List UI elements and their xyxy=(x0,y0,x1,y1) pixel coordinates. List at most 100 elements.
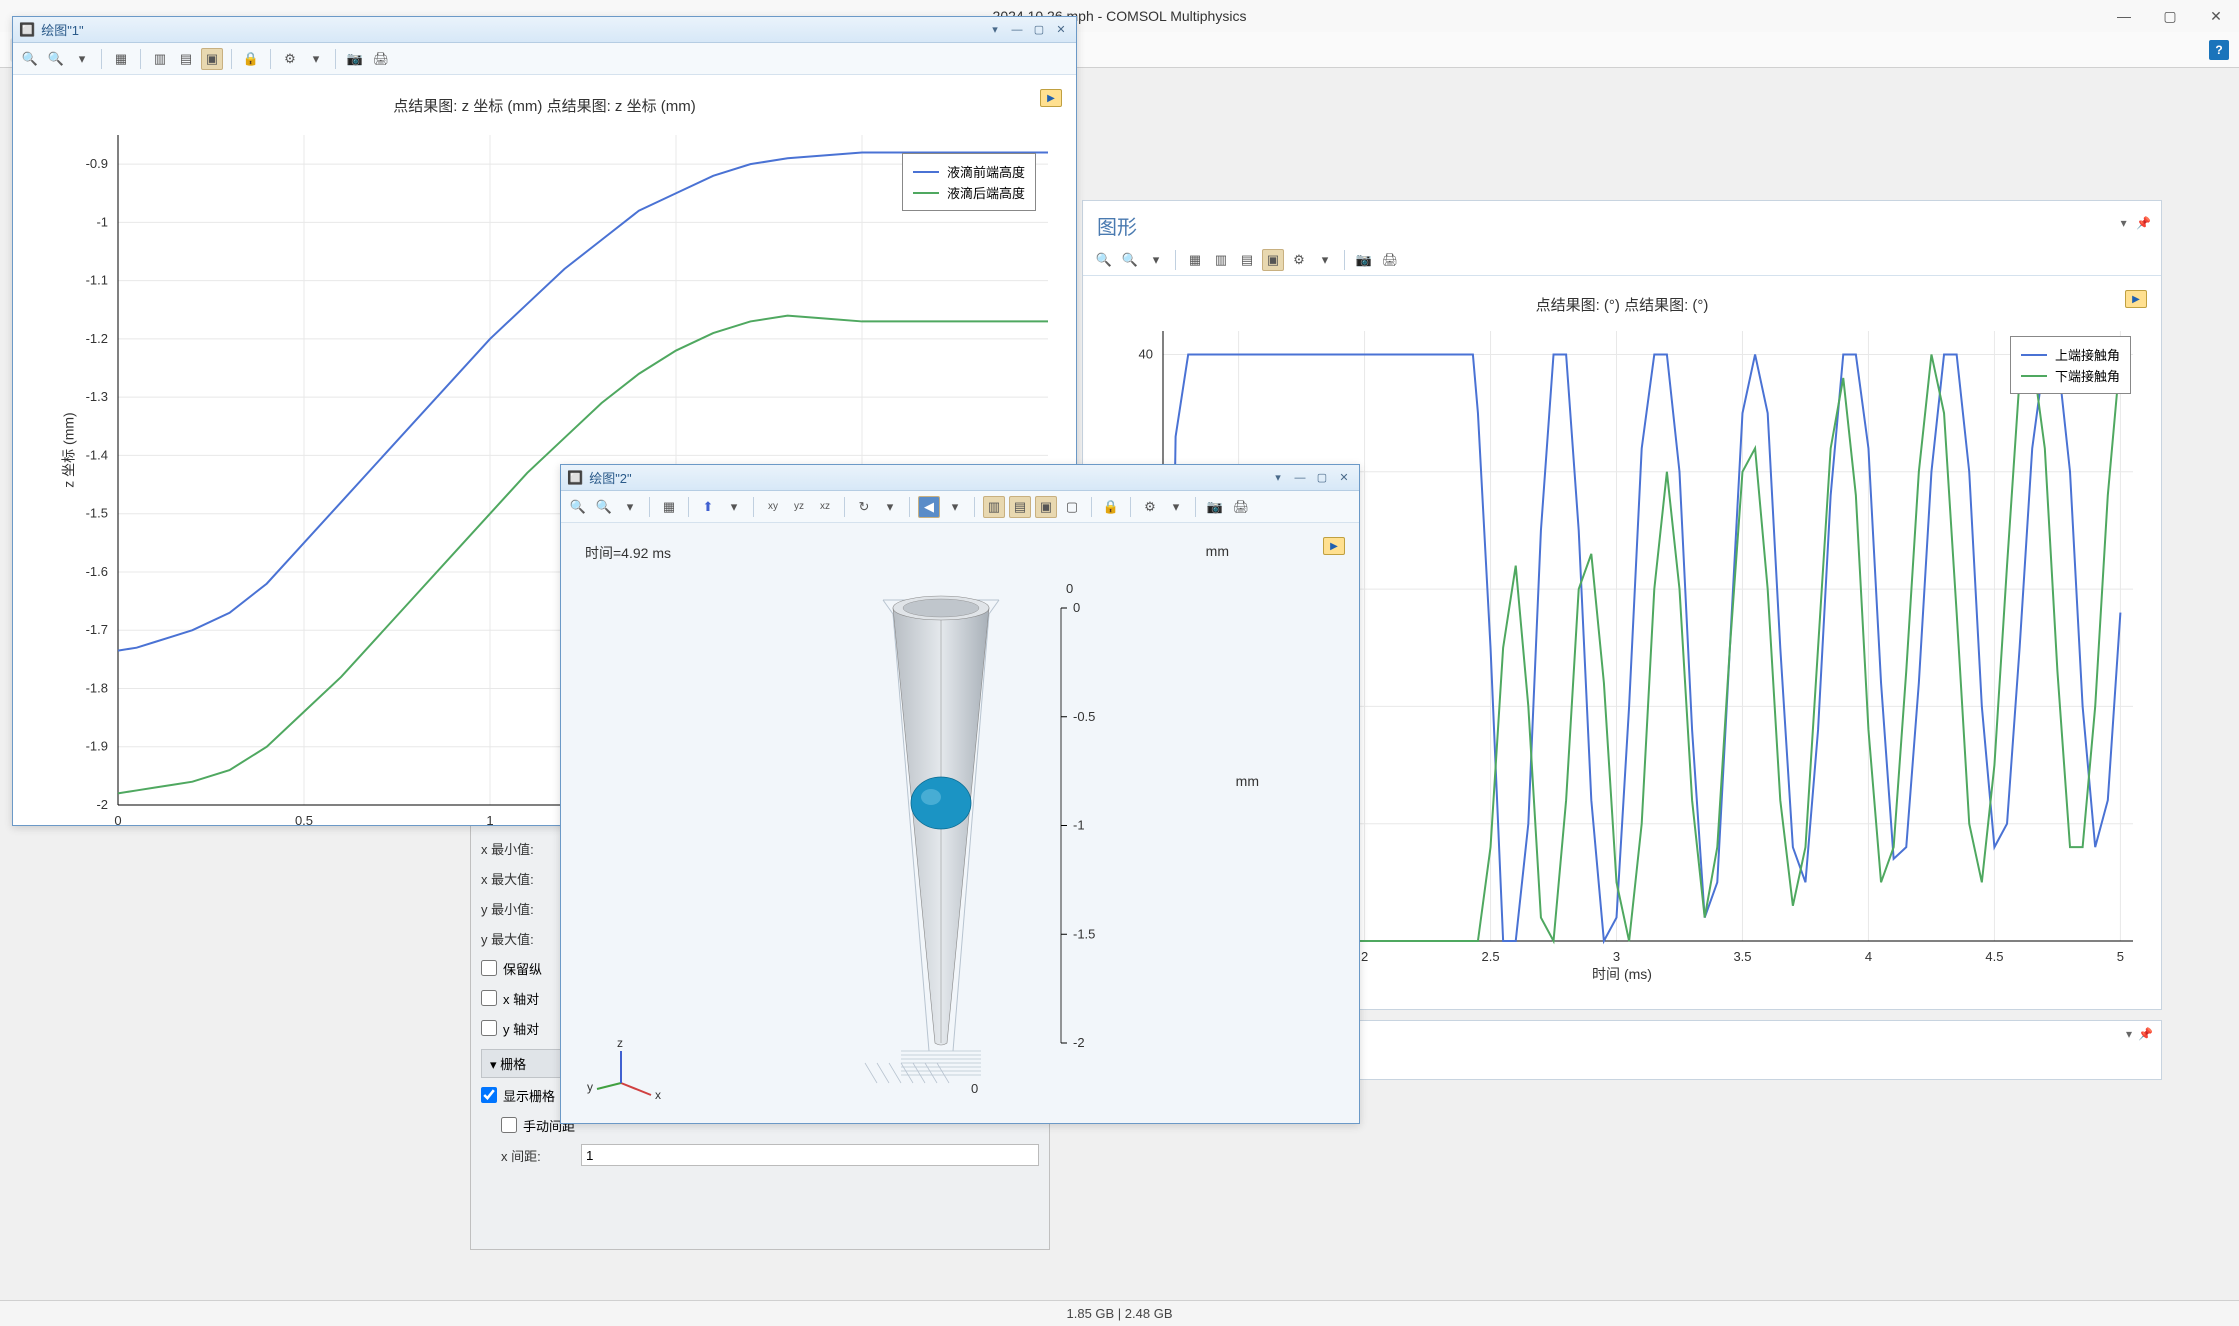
zoom-out-icon[interactable]: 🔍 xyxy=(593,496,615,518)
settings-icon[interactable]: ⚙ xyxy=(279,48,301,70)
checkbox-manual-spacing[interactable] xyxy=(501,1117,517,1133)
camera-icon[interactable]: 📷 xyxy=(1353,249,1375,271)
svg-text:x: x xyxy=(655,1088,661,1102)
maximize-icon[interactable]: ▢ xyxy=(1030,22,1048,38)
svg-text:-1.4: -1.4 xyxy=(86,447,108,462)
xz-icon[interactable]: xz xyxy=(814,496,836,518)
svg-text:-1: -1 xyxy=(1073,818,1085,833)
svg-text:z: z xyxy=(617,1036,623,1050)
checkbox-keep-aspect[interactable] xyxy=(481,960,497,976)
rotate-icon[interactable]: ↻ xyxy=(853,496,875,518)
help-button[interactable]: ? xyxy=(2209,40,2229,60)
dropdown-icon[interactable]: ▾ xyxy=(944,496,966,518)
graphics-title: 图形 xyxy=(1083,201,1151,244)
layout-icon[interactable]: ▥ xyxy=(1210,249,1232,271)
grid-icon[interactable]: ▦ xyxy=(1184,249,1206,271)
dropdown-icon[interactable]: ▾ xyxy=(2121,216,2127,230)
layout2-icon[interactable]: ▤ xyxy=(175,48,197,70)
svg-text:-1.6: -1.6 xyxy=(86,564,108,579)
dropdown2-icon[interactable]: ▾ xyxy=(1314,249,1336,271)
pin-icon[interactable]: 📌 xyxy=(2136,216,2151,230)
settings-icon[interactable]: ⚙ xyxy=(1288,249,1310,271)
layout3-icon[interactable]: ▣ xyxy=(1035,496,1057,518)
svg-text:0: 0 xyxy=(114,813,121,825)
grid-icon[interactable]: ▦ xyxy=(110,48,132,70)
plot2-titlebar[interactable]: 🔲 绘图"2" ▾ — ▢ ✕ xyxy=(561,465,1359,491)
svg-text:2.5: 2.5 xyxy=(1481,949,1499,964)
maximize-button[interactable]: ▢ xyxy=(2147,0,2193,32)
grid-icon[interactable]: ▦ xyxy=(658,496,680,518)
print-icon[interactable]: 🖨 xyxy=(1230,496,1252,518)
svg-text:1: 1 xyxy=(486,813,493,825)
dropdown-icon[interactable]: ▾ xyxy=(1165,496,1187,518)
zoom-out-icon[interactable]: 🔍 xyxy=(45,48,67,70)
close-icon[interactable]: ✕ xyxy=(1052,22,1070,38)
print-icon[interactable]: 🖨 xyxy=(1379,249,1401,271)
layout3-icon[interactable]: ▣ xyxy=(1262,249,1284,271)
legend-label: 液滴前端高度 xyxy=(947,162,1025,181)
yz-icon[interactable]: yz xyxy=(788,496,810,518)
plot2-svg: 0-0.5-1-1.5-200 xyz xyxy=(561,523,1361,1123)
svg-text:0: 0 xyxy=(1066,581,1073,596)
settings-icon[interactable]: ⚙ xyxy=(1139,496,1161,518)
svg-text:3.5: 3.5 xyxy=(1733,949,1751,964)
label-xspacing: x 间距: xyxy=(501,1146,581,1165)
svg-text:-1: -1 xyxy=(96,214,108,229)
svg-text:-1.5: -1.5 xyxy=(86,506,108,521)
maximize-icon[interactable]: ▢ xyxy=(1313,470,1331,486)
svg-text:0: 0 xyxy=(1073,600,1080,615)
svg-text:4.5: 4.5 xyxy=(1985,949,2003,964)
checkbox-ylog[interactable] xyxy=(481,1020,497,1036)
zoom-out-icon[interactable]: 🔍 xyxy=(1119,249,1141,271)
axis-icon[interactable]: ⬆ xyxy=(697,496,719,518)
lock-icon[interactable]: 🔒 xyxy=(1100,496,1122,518)
layout3-icon[interactable]: ▣ xyxy=(201,48,223,70)
close-icon[interactable]: ✕ xyxy=(1335,470,1353,486)
svg-text:-2: -2 xyxy=(1073,1035,1085,1050)
plot1-titlebar[interactable]: 🔲 绘图"1" ▾ — ▢ ✕ xyxy=(13,17,1076,43)
svg-text:3: 3 xyxy=(1613,949,1620,964)
zoom-in-icon[interactable]: 🔍 xyxy=(1093,249,1115,271)
plot2-3d-area[interactable]: 时间=4.92 ms ▶ mm mm 0-0.5-1-1.5-200 xyz xyxy=(561,523,1359,1123)
layout-icon[interactable]: ▥ xyxy=(149,48,171,70)
xy-icon[interactable]: xy xyxy=(762,496,784,518)
statusbar: 1.85 GB | 2.48 GB xyxy=(0,1300,2239,1326)
dropdown2-icon[interactable]: ▾ xyxy=(305,48,327,70)
minimize-icon[interactable]: — xyxy=(1008,22,1026,38)
svg-text:-1.2: -1.2 xyxy=(86,331,108,346)
layout2-icon[interactable]: ▤ xyxy=(1009,496,1031,518)
lock-icon[interactable]: 🔒 xyxy=(240,48,262,70)
checkbox-xlog[interactable] xyxy=(481,990,497,1006)
pin-icon[interactable]: 📌 xyxy=(2138,1027,2153,1041)
svg-text:-0.5: -0.5 xyxy=(1073,709,1095,724)
dropdown-icon[interactable]: ▾ xyxy=(986,22,1004,38)
close-button[interactable]: ✕ xyxy=(2193,0,2239,32)
dropdown-icon[interactable]: ▾ xyxy=(723,496,745,518)
legend-label: 上端接触角 xyxy=(2055,345,2120,364)
camera-icon[interactable]: 📷 xyxy=(344,48,366,70)
camera-icon[interactable]: 📷 xyxy=(1204,496,1226,518)
zoom-in-icon[interactable]: 🔍 xyxy=(19,48,41,70)
print-icon[interactable]: 🖨 xyxy=(370,48,392,70)
gfx-legend: 上端接触角 下端接触角 xyxy=(2010,336,2131,394)
checkbox-show-grid[interactable] xyxy=(481,1087,497,1103)
zoom-dropdown[interactable]: ▾ xyxy=(619,496,641,518)
layout-icon[interactable]: ▥ xyxy=(983,496,1005,518)
dropdown-icon[interactable]: ▾ xyxy=(2126,1027,2132,1041)
plot1-toolbar: 🔍 🔍 ▾ ▦ ▥ ▤ ▣ 🔒 ⚙ ▾ 📷 🖨 xyxy=(13,43,1076,75)
label-ylog: y 轴对 xyxy=(503,1019,539,1038)
svg-text:4: 4 xyxy=(1865,949,1872,964)
dropdown-icon[interactable]: ▾ xyxy=(879,496,901,518)
dropdown-icon[interactable]: ▾ xyxy=(1269,470,1287,486)
input-xspacing[interactable] xyxy=(581,1144,1039,1166)
label-keep-aspect: 保留纵 xyxy=(503,959,542,978)
zoom-dropdown[interactable]: ▾ xyxy=(1145,249,1167,271)
zoom-dropdown[interactable]: ▾ xyxy=(71,48,93,70)
svg-text:0.5: 0.5 xyxy=(295,813,313,825)
minimize-icon[interactable]: — xyxy=(1291,470,1309,486)
zoom-in-icon[interactable]: 🔍 xyxy=(567,496,589,518)
layout4-icon[interactable]: ▢ xyxy=(1061,496,1083,518)
minimize-button[interactable]: — xyxy=(2101,0,2147,32)
layout2-icon[interactable]: ▤ xyxy=(1236,249,1258,271)
play-icon[interactable]: ◀ xyxy=(918,496,940,518)
